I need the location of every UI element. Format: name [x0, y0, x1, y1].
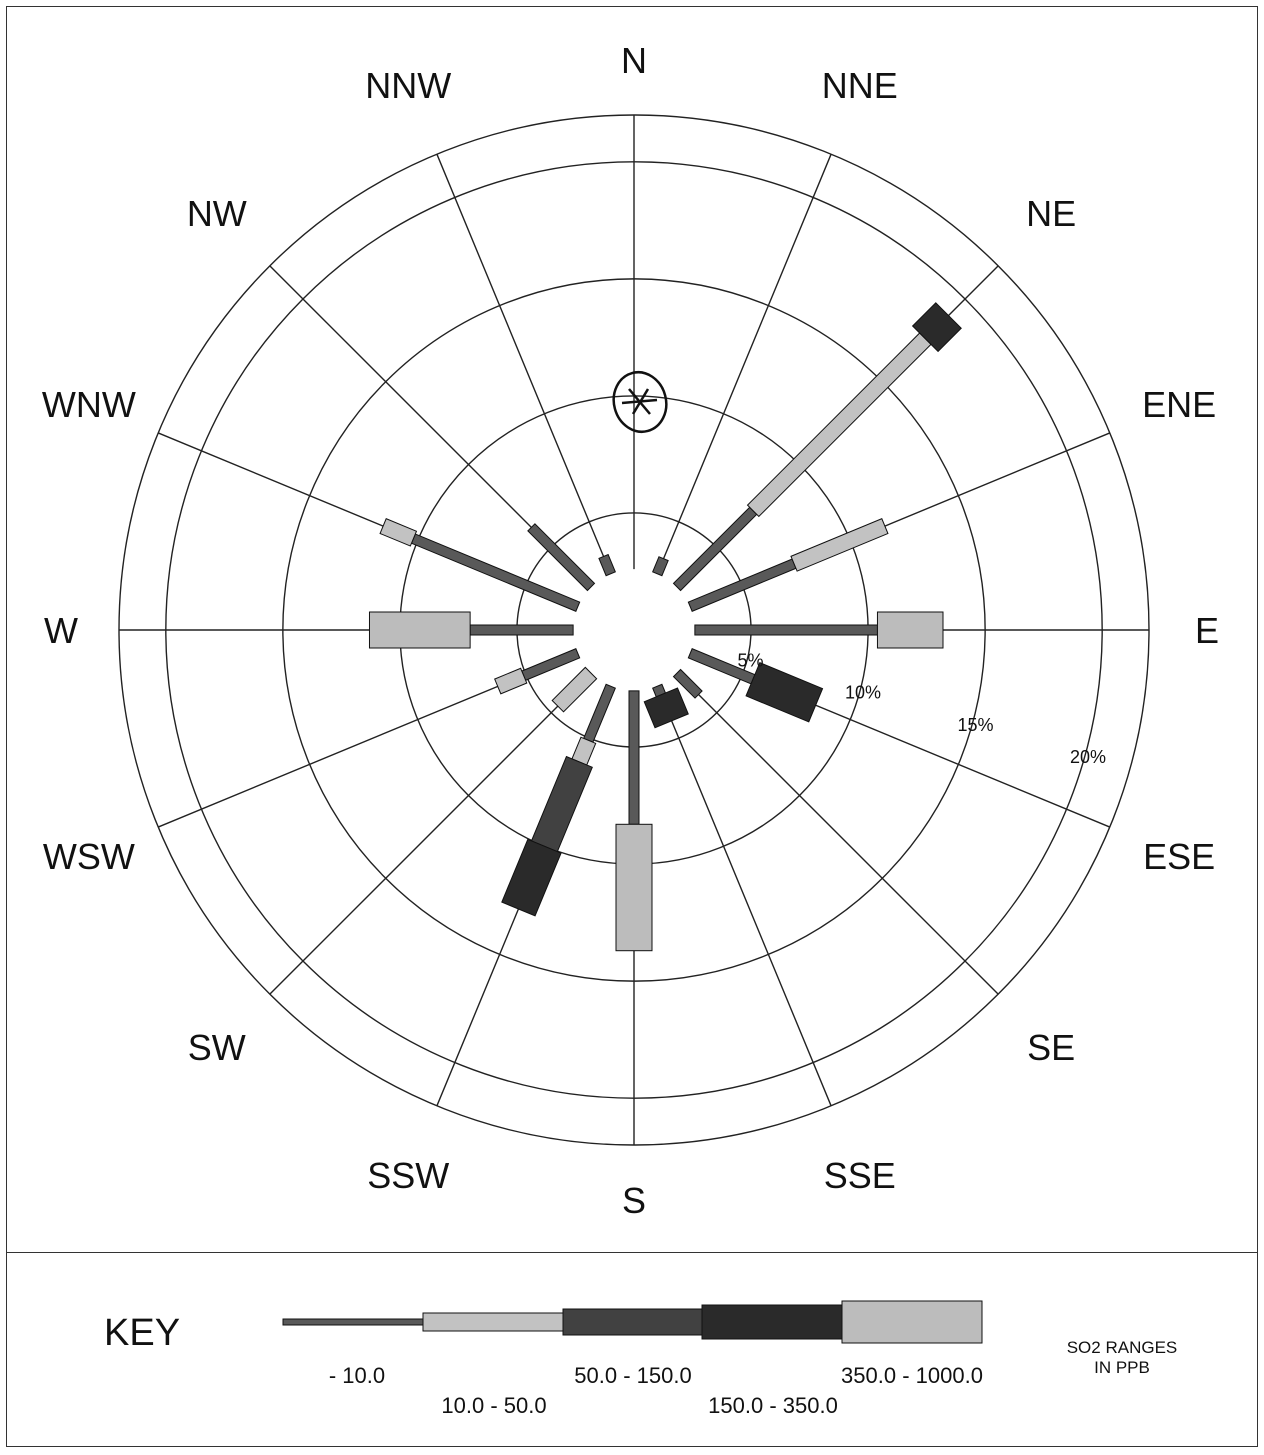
bar-nw-1 — [527, 523, 596, 592]
bar-ne-3 — [911, 302, 962, 353]
direction-label-ene: ENE — [1142, 384, 1216, 425]
percent-label-2: 10% — [845, 683, 881, 703]
bar-ssw-3 — [530, 755, 593, 853]
direction-label-n: N — [621, 40, 647, 81]
spoke-sw — [269, 672, 592, 995]
key-bars — [282, 1300, 983, 1344]
direction-label-nne: NNE — [822, 65, 898, 106]
direction-label-s: S — [622, 1180, 646, 1221]
spoke-nne — [656, 153, 832, 575]
bar-ese-2 — [745, 661, 824, 723]
spoke-se — [676, 672, 999, 995]
key-divider — [6, 1252, 1258, 1253]
bar-wsw-1 — [521, 648, 581, 681]
percent-label-1: 5% — [738, 650, 764, 670]
spoke-nnw — [436, 153, 612, 575]
percent-label-3: 15% — [958, 715, 994, 735]
key-range-labels: - 10.0 10.0 - 50.0 50.0 - 150.0 150.0 - 350… — [329, 1363, 983, 1418]
key-range-label-1: - 10.0 — [329, 1363, 385, 1388]
bar-w-2 — [368, 611, 471, 649]
bar-ne-2 — [746, 332, 932, 518]
bar-e-1 — [694, 624, 878, 636]
key-title: KEY — [104, 1312, 180, 1354]
percent-labels: 5% 10% 15% 20% — [738, 650, 1107, 767]
key-note-line2: IN PPB — [1094, 1358, 1150, 1377]
key-range-label-5: 350.0 - 1000.0 — [841, 1363, 983, 1388]
wind-bars — [368, 302, 962, 952]
spoke-sse — [656, 685, 832, 1107]
bar-nne-1 — [652, 556, 669, 577]
key-note-line1: SO2 RANGES — [1067, 1338, 1178, 1357]
handwritten-mark — [612, 371, 668, 433]
direction-label-wnw: WNW — [42, 384, 136, 425]
bar-ne-1 — [672, 506, 758, 592]
bar-s-2 — [615, 823, 653, 952]
bar-nnw-1 — [598, 553, 616, 577]
key-bar-5 — [841, 1300, 983, 1344]
direction-label-nw: NW — [187, 193, 247, 234]
direction-label-nnw: NNW — [365, 65, 451, 106]
bar-ene-2 — [790, 518, 889, 572]
calm-circle — [577, 573, 691, 687]
key-range-label-4: 150.0 - 350.0 — [708, 1393, 838, 1418]
key-bar-1 — [282, 1318, 424, 1326]
direction-label-se: SE — [1027, 1027, 1075, 1068]
key-bar-4 — [701, 1304, 843, 1340]
direction-labels: N NNE NE ENE E ESE SE SSE S SSW SW WSW W WNW NW NNW — [42, 40, 1219, 1221]
key-bar-3 — [562, 1308, 703, 1336]
percent-label-4: 20% — [1070, 747, 1106, 767]
direction-label-sse: SSE — [824, 1155, 896, 1196]
bar-s-1 — [628, 690, 640, 825]
bar-ssw-4 — [501, 838, 562, 917]
bar-wnw-2 — [379, 518, 418, 547]
legend: KEY - 10.0 10.0 - 50.0 50.0 - 150.0 150.0 -… — [104, 1300, 1178, 1418]
key-range-label-3: 50.0 - 150.0 — [574, 1363, 691, 1388]
direction-label-ne: NE — [1026, 193, 1076, 234]
direction-label-e: E — [1195, 610, 1219, 651]
direction-label-wsw: WSW — [43, 836, 135, 877]
direction-label-sw: SW — [188, 1027, 246, 1068]
bar-sw-1 — [551, 666, 598, 713]
bar-e-2 — [876, 611, 944, 649]
direction-label-w: W — [44, 610, 78, 651]
direction-label-ese: ESE — [1143, 836, 1215, 877]
direction-label-ssw: SSW — [367, 1155, 449, 1196]
bar-w-1 — [469, 624, 574, 636]
bar-wsw-2 — [494, 667, 528, 695]
bar-sse-2 — [643, 687, 689, 729]
bar-ssw-1 — [583, 683, 616, 743]
calm-center — [577, 573, 691, 687]
key-range-label-2: 10.0 - 50.0 — [441, 1393, 546, 1418]
key-bar-2 — [422, 1312, 564, 1332]
bar-se-1 — [672, 668, 703, 699]
